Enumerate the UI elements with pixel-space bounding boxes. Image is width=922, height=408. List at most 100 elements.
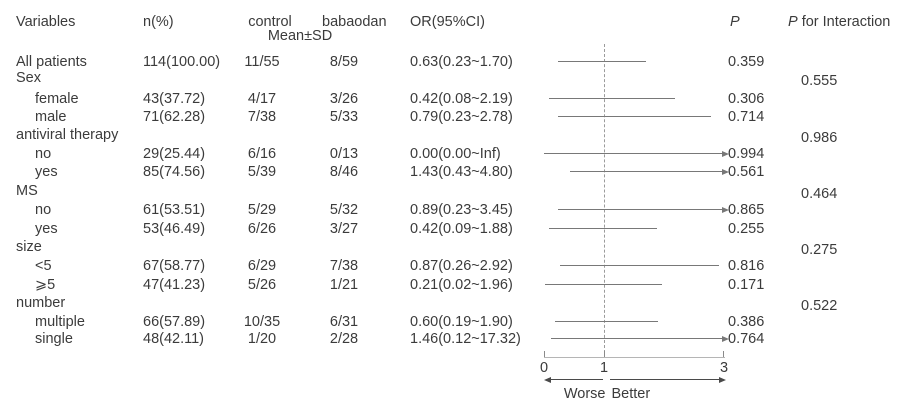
p-value: 0.359 xyxy=(728,54,765,70)
group-row: number 0.522 xyxy=(0,295,922,314)
column-header-variables: Variables xyxy=(16,14,76,30)
table-row: female 43(37.72) 4/17 3/26 0.42(0.08~2.19) 0.… xyxy=(0,91,922,107)
x-tick-label-0: 0 xyxy=(539,360,549,376)
babaodan-value: 0/13 xyxy=(329,146,359,162)
confidence-interval-line xyxy=(548,98,676,100)
or-ci-value: 0.87(0.26~2.92) xyxy=(410,258,513,274)
p-value: 0.386 xyxy=(728,314,765,330)
n-percent-value: 61(53.51) xyxy=(143,202,206,218)
p-value: 0.255 xyxy=(728,221,765,237)
column-header-control: control xyxy=(248,14,292,30)
column-header-p: P xyxy=(730,14,740,30)
babaodan-value: 3/26 xyxy=(329,91,359,107)
p-interaction-value: 0.555 xyxy=(801,73,838,89)
variable-label: ⩾5 xyxy=(35,277,56,293)
column-header-p-interaction: P for Interaction xyxy=(788,14,890,30)
group-row: antiviral therapy 0.986 xyxy=(0,127,922,146)
group-row: size 0.275 xyxy=(0,239,922,258)
control-value: 6/26 xyxy=(247,221,277,237)
variable-label: no xyxy=(35,146,52,162)
confidence-interval-line xyxy=(555,321,658,323)
variable-label: multiple xyxy=(35,314,85,330)
variable-label: no xyxy=(35,202,52,218)
p-value: 0.306 xyxy=(728,91,765,107)
p-interaction-italic-p: P xyxy=(788,14,798,30)
variable-label: yes xyxy=(35,164,58,180)
p-value: 0.994 xyxy=(728,146,765,162)
table-row: male 71(62.28) 7/38 5/33 0.79(0.23~2.78) 0.71… xyxy=(0,109,922,125)
variable-label: MS xyxy=(16,183,38,199)
n-percent-value: 85(74.56) xyxy=(143,164,206,180)
babaodan-value: 5/33 xyxy=(329,109,359,125)
column-header-or-ci: OR(95%CI) xyxy=(410,14,485,30)
babaodan-value: 8/59 xyxy=(329,54,359,70)
column-header-n-pct: n(%) xyxy=(143,14,174,30)
worse-arrowhead-icon xyxy=(544,376,551,383)
p-interaction-value: 0.464 xyxy=(801,186,838,202)
x-tick-3 xyxy=(723,351,724,357)
or-ci-value: 0.00(0.00~Inf) xyxy=(410,146,501,162)
or-ci-value: 0.42(0.08~2.19) xyxy=(410,91,513,107)
variable-label: male xyxy=(35,109,67,125)
confidence-interval-line xyxy=(544,153,722,155)
n-percent-value: 47(41.23) xyxy=(143,277,206,293)
x-tick-0 xyxy=(544,351,545,357)
ci-arrowhead-icon xyxy=(722,168,729,175)
or-ci-value: 0.21(0.02~1.96) xyxy=(410,277,513,293)
table-row: multiple 66(57.89) 10/35 6/31 0.60(0.19~1.90… xyxy=(0,314,922,330)
p-value: 0.714 xyxy=(728,109,765,125)
or-ci-value: 1.46(0.12~17.32) xyxy=(410,331,521,347)
table-row: single 48(42.11) 1/20 2/28 1.46(0.12~17.32) 0… xyxy=(0,331,922,347)
p-interaction-rest: for Interaction xyxy=(797,14,891,30)
control-value: 7/38 xyxy=(247,109,277,125)
babaodan-value: 3/27 xyxy=(329,221,359,237)
or-ci-value: 0.79(0.23~2.78) xyxy=(410,109,513,125)
control-value: 6/29 xyxy=(247,258,277,274)
variable-label: antiviral therapy xyxy=(16,127,119,143)
n-percent-value: 43(37.72) xyxy=(143,91,206,107)
direction-labels: Worse Better xyxy=(564,386,650,403)
x-axis-line xyxy=(544,357,725,358)
n-percent-value: 71(62.28) xyxy=(143,109,206,125)
control-value: 4/17 xyxy=(247,91,277,107)
table-row: no 61(53.51) 5/29 5/32 0.89(0.23~3.45) 0.865 xyxy=(0,202,922,218)
babaodan-value: 8/46 xyxy=(329,164,359,180)
p-interaction-value: 0.986 xyxy=(801,130,838,146)
variable-label: Sex xyxy=(16,70,41,86)
table-row: <5 67(58.77) 6/29 7/38 0.87(0.26~2.92) 0.816 xyxy=(0,258,922,274)
x-tick-1 xyxy=(604,351,605,357)
confidence-interval-line xyxy=(549,228,657,230)
column-header-babaodan: babaodan xyxy=(322,14,387,30)
n-percent-value: 66(57.89) xyxy=(143,314,206,330)
n-percent-value: 53(46.49) xyxy=(143,221,206,237)
variable-label: number xyxy=(16,295,66,311)
control-value: 11/55 xyxy=(244,54,280,70)
worse-arrow-line xyxy=(549,379,603,380)
p-value: 0.764 xyxy=(728,331,765,347)
variable-label: <5 xyxy=(35,258,52,274)
ci-arrowhead-icon xyxy=(722,206,729,213)
n-percent-value: 29(25.44) xyxy=(143,146,206,162)
babaodan-value: 2/28 xyxy=(329,331,359,347)
p-value: 0.816 xyxy=(728,258,765,274)
confidence-interval-line xyxy=(557,116,711,118)
control-value: 1/20 xyxy=(247,331,277,347)
confidence-interval-line xyxy=(545,284,662,286)
control-value: 5/26 xyxy=(247,277,277,293)
column-header-mean-sd: Mean±SD xyxy=(267,28,333,44)
ci-arrowhead-icon xyxy=(722,150,729,157)
better-arrowhead-icon xyxy=(719,376,726,383)
p-value: 0.561 xyxy=(728,164,765,180)
table-row: ⩾5 47(41.23) 5/26 1/21 0.21(0.02~1.96) 0.171 xyxy=(0,277,922,293)
babaodan-value: 6/31 xyxy=(329,314,359,330)
table-row: All patients 114(100.00) 11/55 8/59 0.63(0.2… xyxy=(0,54,922,70)
babaodan-value: 5/32 xyxy=(329,202,359,218)
or-ci-value: 0.60(0.19~1.90) xyxy=(410,314,513,330)
x-tick-label-3: 3 xyxy=(719,360,729,376)
variable-label: female xyxy=(35,91,79,107)
n-percent-value: 67(58.77) xyxy=(143,258,206,274)
better-label: Better xyxy=(611,386,651,402)
control-value: 5/39 xyxy=(247,164,277,180)
better-arrow-line xyxy=(610,379,720,380)
